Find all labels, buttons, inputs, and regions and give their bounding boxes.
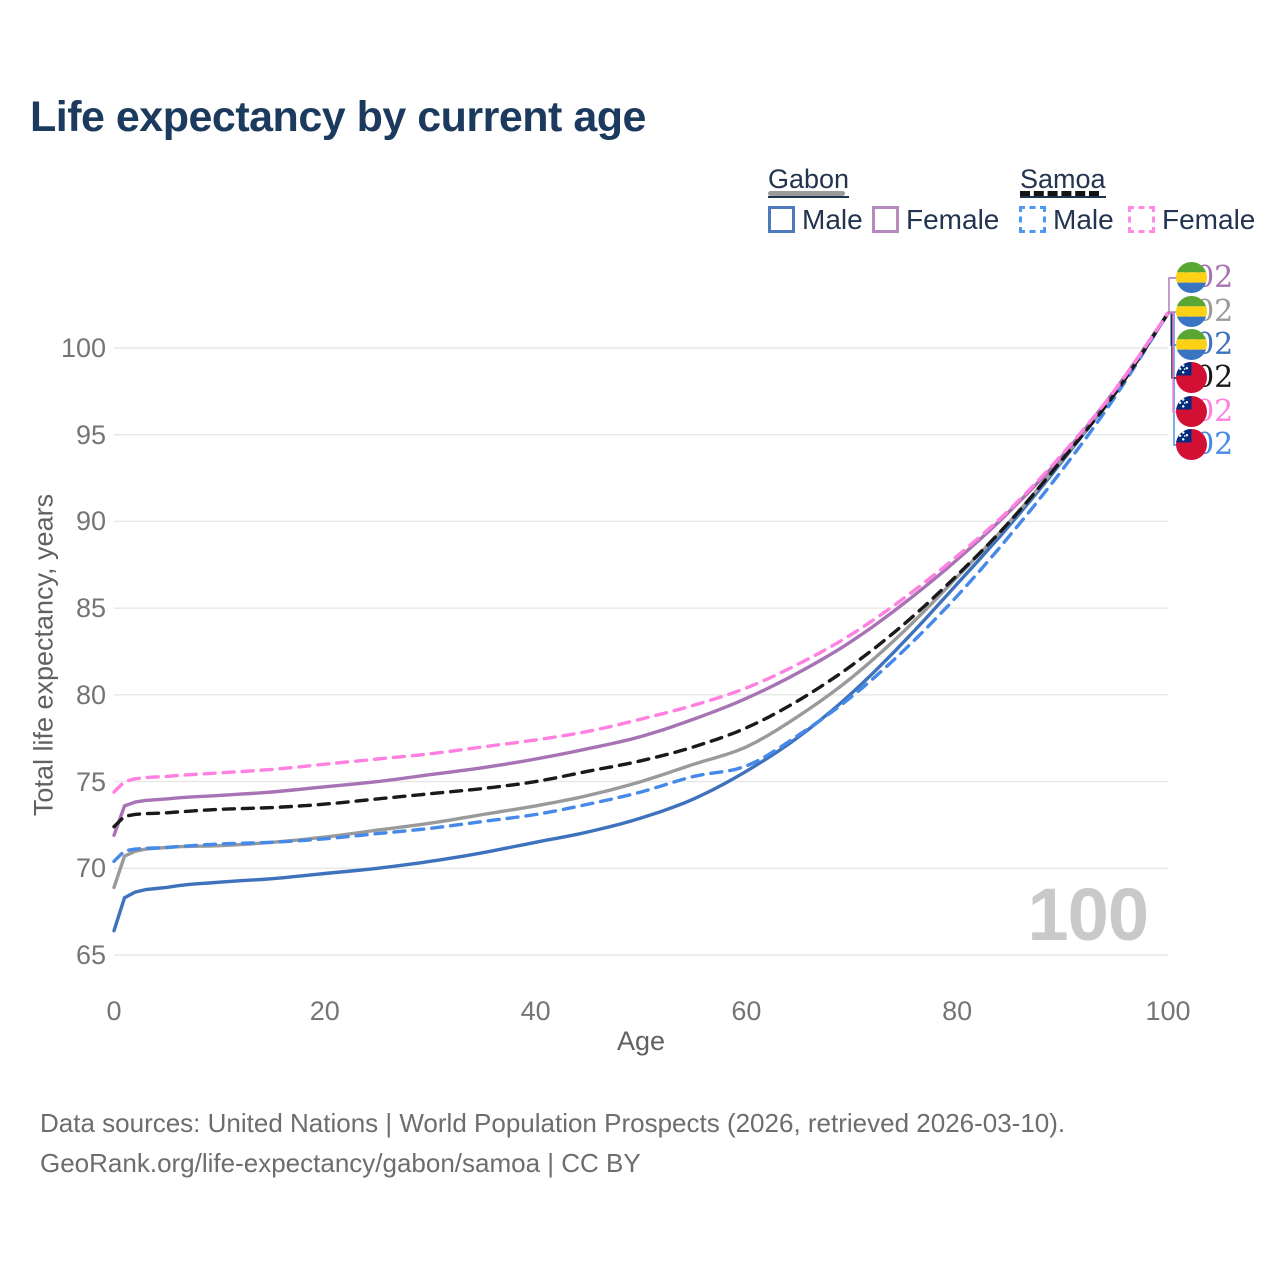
legend-label-gabon-female: Female	[906, 204, 1000, 235]
y-tick-65: 65	[75, 940, 106, 970]
series-line-gabon-female[interactable]	[112, 311, 1170, 837]
legend-label-samoa-male: Male	[1053, 204, 1114, 235]
legend-group-gabon[interactable]: Gabon	[768, 164, 850, 198]
gabon-flag-icon	[1176, 296, 1207, 327]
x-tick-100: 100	[1145, 996, 1191, 1026]
gabon-flag-icon	[1176, 329, 1207, 360]
x-tick-60: 60	[731, 996, 762, 1026]
x-axis-title: Age	[616, 1026, 666, 1056]
legend-swatch-samoa-female	[1128, 206, 1155, 233]
leader-line-samoa-female	[1168, 312, 1177, 413]
end-label-samoa-female: 102	[1176, 396, 1233, 428]
footer-sources: Data sources: United Nations | World Pop…	[40, 1108, 1066, 1138]
y-tick-95: 95	[75, 419, 106, 450]
legend-label-gabon-male: Male	[802, 204, 863, 235]
legend-label-samoa-female: Female	[1162, 204, 1256, 235]
legend-group-samoa[interactable]: Samoa	[1020, 164, 1106, 198]
end-label-samoa-total: 102	[1176, 362, 1233, 394]
legend-samoa-line-sample	[1020, 191, 1099, 196]
legend-swatch-gabon-female	[872, 206, 899, 233]
gabon-flag-icon	[1176, 262, 1207, 293]
y-tick-85: 85	[75, 593, 106, 624]
legend-swatch-samoa-male	[1019, 206, 1046, 233]
footer-attribution[interactable]: GeoRank.org/life-expectancy/gabon/samoa …	[40, 1148, 641, 1178]
series-line-samoa-total[interactable]	[112, 311, 1170, 829]
y-tick-100: 100	[60, 333, 106, 363]
x-tick-0: 0	[106, 996, 122, 1026]
samoa-flag-icon	[1176, 429, 1207, 460]
series-line-gabon-total[interactable]	[112, 311, 1170, 890]
y-tick-75: 75	[75, 766, 106, 797]
legend-item-gabon-male[interactable]: Male	[768, 204, 863, 235]
x-tick-20: 20	[309, 996, 340, 1026]
page-title: Life expectancy by current age	[30, 93, 646, 141]
samoa-flag-icon	[1176, 396, 1207, 427]
age-counter-watermark: 100	[1027, 873, 1149, 956]
series-line-samoa-male[interactable]	[112, 311, 1170, 863]
legend-item-samoa-female[interactable]: Female	[1128, 204, 1256, 235]
series-line-samoa-female[interactable]	[112, 311, 1170, 794]
x-tick-80: 80	[942, 996, 973, 1026]
samoa-flag-icon	[1176, 362, 1207, 393]
y-tick-90: 90	[75, 506, 106, 537]
y-tick-80: 80	[75, 679, 106, 710]
end-label-gabon-male: 102	[1176, 329, 1233, 361]
series-line-gabon-male[interactable]	[112, 311, 1170, 933]
y-tick-70: 70	[75, 853, 106, 884]
legend-item-gabon-female[interactable]: Female	[872, 204, 1000, 235]
legend-group-gabon-label: Gabon	[768, 164, 850, 198]
legend-swatch-gabon-male	[768, 206, 795, 233]
end-label-gabon-female: 102	[1176, 262, 1233, 294]
legend-group-samoa-label: Samoa	[1020, 164, 1106, 198]
end-label-gabon-total: 102	[1176, 296, 1233, 328]
legend-gabon-line-sample	[768, 191, 845, 196]
end-label-samoa-male: 102	[1176, 429, 1233, 461]
legend-item-samoa-male[interactable]: Male	[1019, 204, 1114, 235]
x-tick-40: 40	[520, 996, 551, 1026]
